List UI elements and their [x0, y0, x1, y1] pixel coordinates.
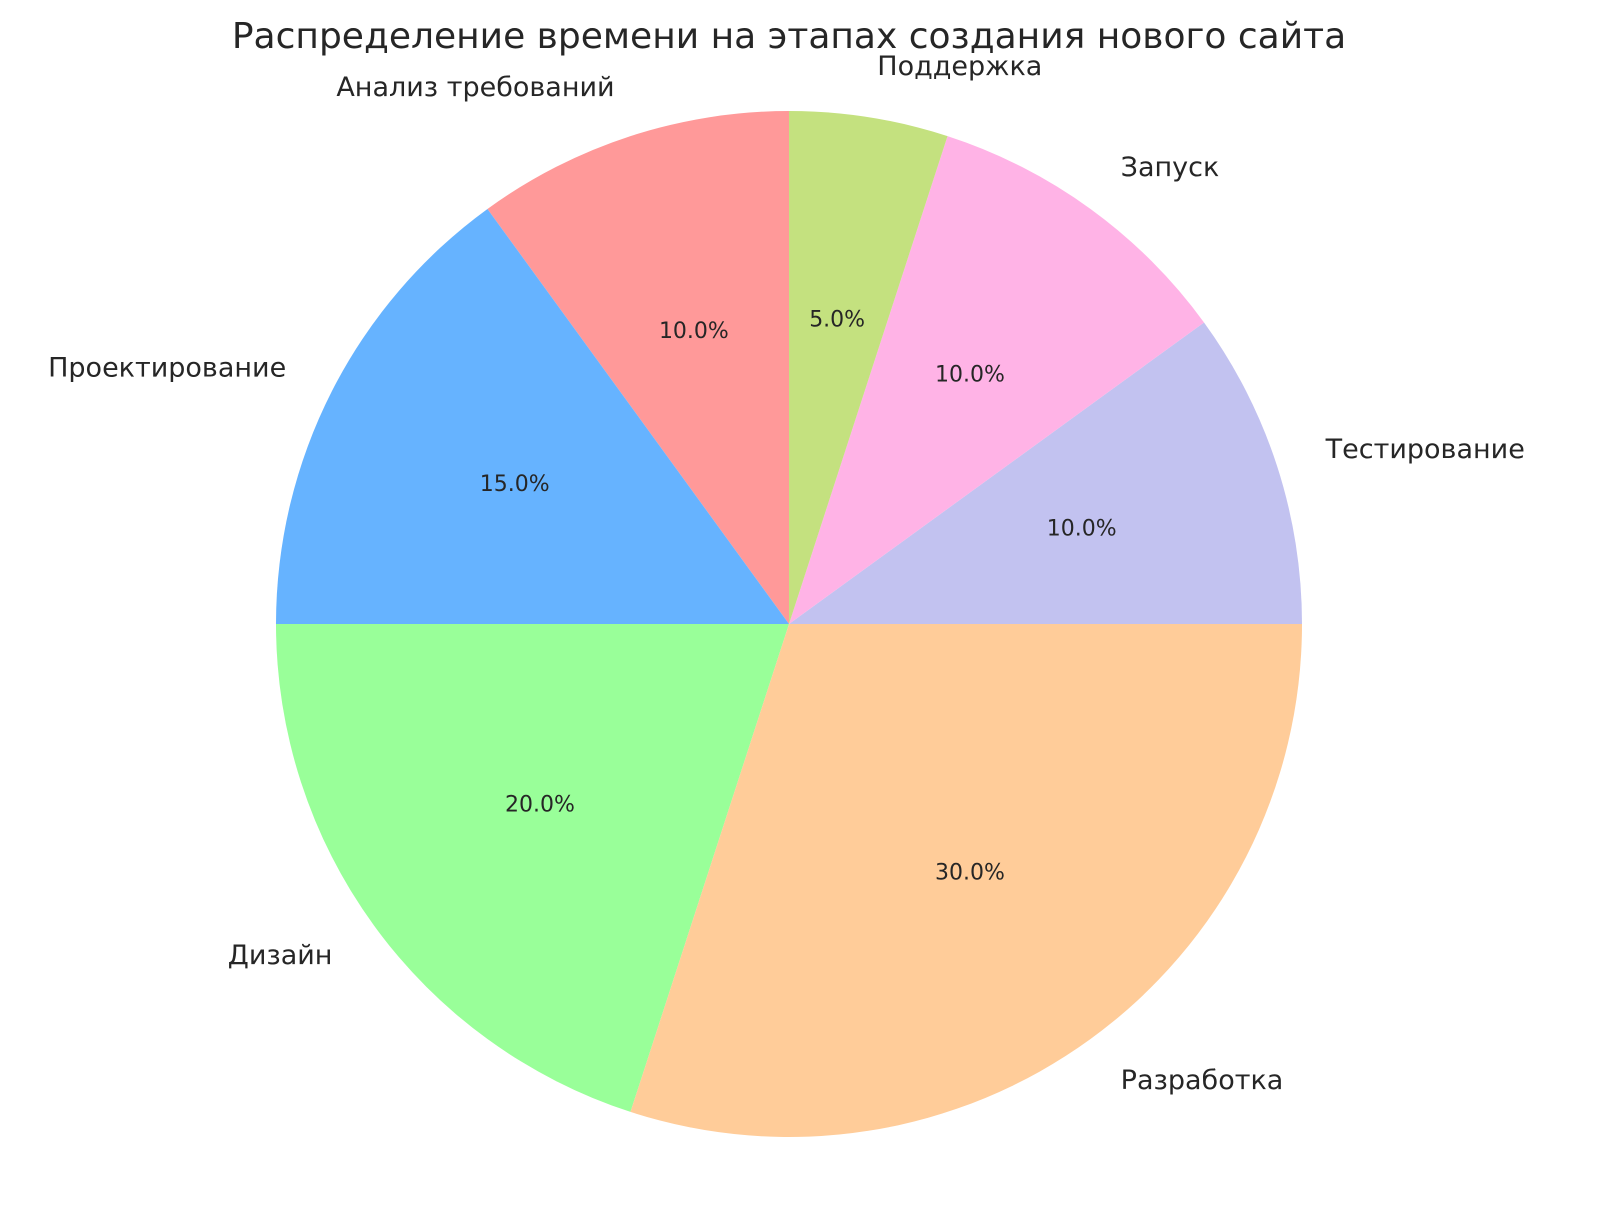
slice-label: Поддержка — [877, 51, 1042, 82]
slice-label: Запуск — [1121, 152, 1220, 183]
slice-percent-label: 5.0% — [809, 307, 865, 332]
slice-percent-label: 30.0% — [935, 861, 1005, 886]
slice-label: Разработка — [1121, 1065, 1284, 1096]
pie-slice — [487, 111, 789, 624]
slice-label: Проектирование — [48, 352, 286, 383]
pie-slice — [276, 624, 789, 1112]
pie-slice — [789, 322, 1302, 624]
pie-slice — [789, 111, 948, 624]
pie-slice — [789, 136, 1205, 624]
slice-percent-label: 15.0% — [480, 472, 550, 497]
pie-slice — [276, 208, 789, 624]
slice-label: Анализ требований — [336, 72, 614, 103]
slice-percent-label: 10.0% — [1047, 516, 1117, 541]
pie-slice — [630, 624, 1302, 1137]
slice-percent-label: 10.0% — [659, 319, 729, 344]
chart-title: Распределение времени на этапах создания… — [232, 16, 1346, 57]
slice-percent-label: 10.0% — [935, 362, 1005, 387]
slice-label: Дизайн — [228, 940, 333, 971]
slice-percent-label: 20.0% — [505, 792, 575, 817]
slice-label: Тестирование — [1325, 434, 1525, 465]
